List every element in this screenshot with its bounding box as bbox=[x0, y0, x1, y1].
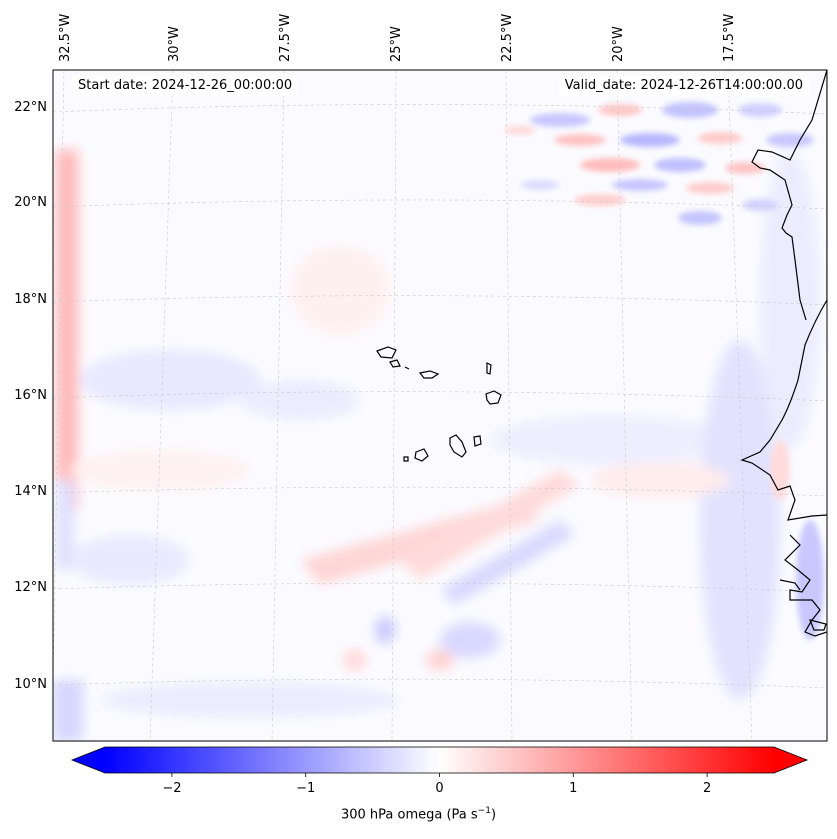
colorbar-tick-label: 2 bbox=[703, 781, 711, 796]
start-date-label: Start date: 2024-12-26_00:00:00 bbox=[72, 76, 299, 96]
lon-label: 27.5°W bbox=[278, 14, 293, 62]
graticule bbox=[53, 70, 827, 741]
colorbar: −2 −1 0 1 2 bbox=[70, 746, 809, 796]
island-maio bbox=[473, 435, 482, 447]
lat-label: 10°N bbox=[14, 677, 47, 692]
island-sal bbox=[486, 362, 492, 375]
colorbar-label: 300 hPa omega (Pa s−1) bbox=[0, 806, 837, 822]
lon-label: 25°W bbox=[389, 26, 404, 62]
colorbar-unit-close: ) bbox=[490, 807, 497, 823]
lat-label: 16°N bbox=[14, 388, 47, 403]
colorbar-tick-label: 0 bbox=[435, 781, 443, 796]
colorbar-variable: 300 hPa omega (Pa s bbox=[340, 807, 478, 823]
island-brava bbox=[403, 456, 409, 462]
colorbar-ticks: −2 −1 0 1 2 bbox=[162, 773, 711, 796]
island-santo-antao bbox=[376, 346, 397, 359]
island-fogo bbox=[414, 448, 429, 462]
colorbar-unit-exponent: −1 bbox=[477, 806, 491, 816]
island-sao-vicente bbox=[389, 359, 401, 368]
lon-label: 32.5°W bbox=[58, 14, 73, 62]
island-santiago bbox=[449, 434, 467, 458]
africa-coastline bbox=[740, 70, 827, 521]
lat-label: 22°N bbox=[14, 100, 47, 115]
colorbar-tick-label: −1 bbox=[296, 781, 315, 796]
lon-label: 30°W bbox=[167, 26, 182, 62]
lat-label: 12°N bbox=[14, 580, 47, 595]
omega-field bbox=[53, 102, 824, 741]
colorbar-extend-min bbox=[72, 747, 105, 773]
map-panel[interactable] bbox=[52, 70, 827, 741]
lon-label: 22.5°W bbox=[500, 14, 515, 62]
lat-label: 14°N bbox=[14, 484, 47, 499]
lat-label: 18°N bbox=[14, 292, 47, 307]
colorbar-body bbox=[105, 747, 774, 773]
longitude-labels: 32.5°W 30°W 27.5°W 25°W 22.5°W 20°W 17.5… bbox=[58, 14, 737, 62]
omega-positive-band-west bbox=[56, 150, 78, 510]
lat-label: 20°N bbox=[14, 195, 47, 210]
colorbar-extend-max bbox=[774, 747, 807, 773]
island-boa-vista bbox=[485, 390, 502, 405]
latitude-labels: 22°N 20°N 18°N 16°N 14°N 12°N 10°N bbox=[14, 100, 47, 692]
island-sao-nicolau bbox=[418, 370, 440, 379]
colorbar-tick-label: 1 bbox=[569, 781, 577, 796]
cape-verde-islands bbox=[376, 346, 502, 462]
lon-label: 20°W bbox=[611, 26, 626, 62]
colorbar-tick-label: −2 bbox=[162, 781, 181, 796]
map-frame bbox=[52, 69, 828, 742]
coastlines bbox=[740, 70, 827, 637]
valid-date-label: Valid_date: 2024-12-26T14:00:00.00 bbox=[558, 76, 809, 96]
lon-label: 17.5°W bbox=[722, 14, 737, 62]
